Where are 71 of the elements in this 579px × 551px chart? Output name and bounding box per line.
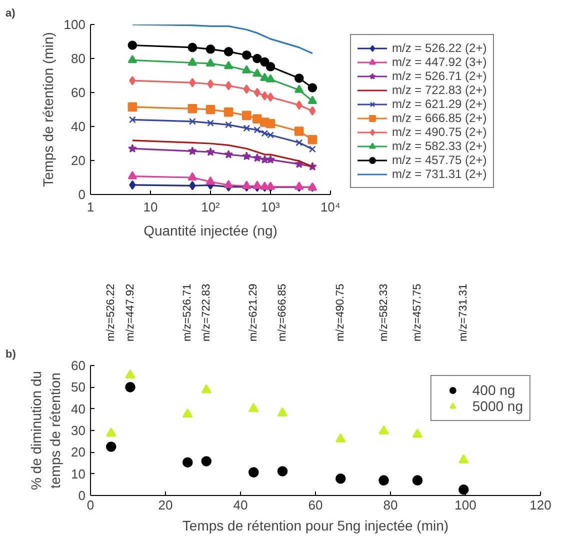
- point: [182, 408, 193, 418]
- point: [106, 427, 116, 437]
- text: m/z=582.33: [378, 284, 390, 342]
- point: [378, 475, 389, 486]
- text: m/z=447.92: [124, 284, 136, 342]
- point: [335, 473, 346, 484]
- point: [248, 467, 259, 478]
- point: [378, 425, 389, 434]
- x-tick-label: 40: [233, 498, 248, 512]
- text: m/z=526.22: [105, 284, 118, 342]
- x-tick-label: 10: [143, 200, 158, 214]
- x-tick-label: 100: [454, 498, 476, 512]
- point: [201, 384, 212, 394]
- y-tick-label: 60: [71, 85, 86, 100]
- legend-label: m/z = 457.75 (2+): [392, 153, 487, 167]
- y-axis-title: % de diminution du temps de rétention: [28, 370, 64, 490]
- y-tick-label: 100: [64, 17, 86, 32]
- text: m/z=457.75: [412, 284, 424, 342]
- y-tick-label: 50: [71, 380, 86, 395]
- y-tick-label: 0: [78, 187, 86, 202]
- x-tick-label: 10³: [261, 200, 281, 214]
- point: [277, 407, 288, 416]
- chart-title: b): [6, 348, 16, 360]
- point: [248, 402, 259, 412]
- text: m/z=722.83: [200, 284, 212, 342]
- y-tick-label: 20: [71, 444, 86, 460]
- point: [106, 442, 116, 452]
- legend-label: 400 ng: [472, 382, 516, 398]
- legend-label: m/z = 490.75 (2+): [392, 125, 487, 139]
- point: [201, 456, 212, 466]
- x-axis-title: Temps de rétention pour 5ng injectée (min): [182, 518, 449, 534]
- point: [277, 466, 288, 476]
- text: m/z=490.75: [334, 284, 347, 342]
- x-tick-label: 20: [158, 498, 173, 512]
- x-tick-label: 120: [530, 498, 552, 512]
- y-tick-label: 40: [71, 401, 86, 416]
- y-tick-label: 0: [78, 488, 86, 503]
- chart-title: a): [6, 8, 16, 20]
- y-tick-label: 80: [71, 51, 86, 66]
- x-tick-label: 1: [86, 200, 94, 214]
- text: m/z=731.31: [458, 284, 470, 342]
- point: [458, 484, 469, 495]
- point: [335, 433, 346, 442]
- x-axis-title: Quantité injectée (ng): [144, 222, 278, 238]
- x-tick-label: 10⁴: [320, 200, 340, 214]
- text: m/z=621.29: [248, 284, 260, 342]
- legend-label: m/z = 666.85 (2+): [392, 111, 487, 125]
- legend-label: m/z = 526.22 (2+): [392, 41, 487, 55]
- legend-label: m/z = 731.31 (2+): [392, 167, 487, 181]
- point: [412, 475, 423, 486]
- x-tick-label: 60: [308, 498, 323, 512]
- x-tick-label: 10²: [201, 200, 221, 214]
- point: [458, 454, 469, 464]
- y-tick-label: 60: [71, 358, 86, 373]
- legend-label: m/z = 582.33 (2+): [392, 139, 487, 153]
- legend-label: m/z = 526.71 (2+): [392, 69, 487, 83]
- legend-label: m/z = 447.92 (3+): [392, 55, 487, 69]
- y-tick-label: 10: [71, 466, 86, 482]
- text: m/z=666.85: [276, 284, 288, 342]
- legend-label: m/z = 621.29 (2+): [392, 97, 487, 111]
- y-tick-label: 40: [71, 119, 86, 134]
- legend-label: m/z = 722.83 (2+): [392, 83, 487, 97]
- text: m/z=526.71: [182, 284, 194, 342]
- legend-label: 5000 ng: [472, 398, 523, 414]
- y-tick-label: 20: [71, 153, 86, 168]
- y-axis-title: Temps de rétention (min): [40, 32, 56, 187]
- y-tick-label: 30: [71, 423, 86, 438]
- x-tick-label: 80: [383, 498, 398, 512]
- point: [412, 428, 423, 438]
- point: [125, 369, 136, 378]
- point: [182, 457, 193, 468]
